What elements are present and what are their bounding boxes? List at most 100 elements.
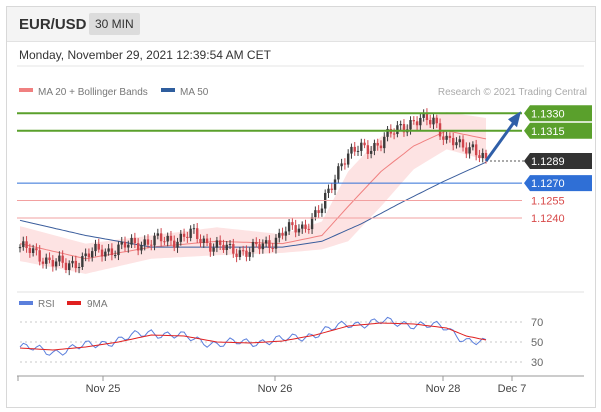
- level-tag-text: 1.1240: [531, 213, 565, 225]
- candle-body: [209, 243, 212, 252]
- candle-body: [120, 241, 123, 245]
- candle-body: [176, 241, 179, 248]
- candle-body: [28, 248, 32, 253]
- candle-body: [468, 147, 471, 154]
- candle-body: [238, 250, 242, 258]
- candle-body: [432, 117, 435, 125]
- level-tag-text: 1.1270: [531, 178, 565, 190]
- candle-body: [369, 150, 373, 154]
- ma9-legend-swatch: [67, 301, 81, 305]
- level-tag-bg: [524, 153, 592, 170]
- candle-body: [215, 240, 219, 248]
- time-tick-label: Nov 28: [426, 383, 461, 395]
- candle-body: [284, 231, 288, 236]
- candle-body: [271, 248, 274, 250]
- candle-body: [455, 142, 458, 146]
- candle-body: [481, 152, 484, 158]
- candle-body: [143, 239, 146, 246]
- candle-body: [474, 144, 478, 156]
- candle-body: [169, 235, 173, 241]
- candle-body: [18, 247, 22, 249]
- candle-body: [104, 251, 107, 257]
- candle-body: [478, 155, 481, 158]
- level-tag-1.1330: 1.1330: [524, 105, 592, 122]
- candle-body: [317, 210, 320, 213]
- rsi-tick-label: 50: [531, 337, 543, 349]
- candle-body: [291, 222, 294, 226]
- level-tag-text: 1.1330: [531, 108, 565, 120]
- level-tag-bg: [524, 122, 592, 139]
- candle-body: [425, 112, 429, 121]
- level-tag-text: 1.1315: [531, 126, 565, 138]
- candle-body: [163, 241, 166, 243]
- candle-body: [58, 255, 61, 262]
- candle-body: [327, 188, 330, 193]
- candle-body: [173, 240, 176, 248]
- candle-body: [307, 228, 310, 230]
- candle-body: [360, 142, 363, 151]
- candle-body: [310, 217, 314, 230]
- candle-body: [248, 252, 251, 257]
- candle-body: [376, 143, 379, 146]
- level-tag-text: 1.1289: [531, 156, 565, 168]
- candle-body: [301, 224, 304, 229]
- candle-body: [117, 244, 120, 256]
- candle-body: [107, 248, 110, 252]
- symbol-title: EUR/USD: [19, 16, 87, 33]
- candle-body: [255, 241, 258, 245]
- candle-body: [264, 240, 268, 244]
- candle-body: [202, 238, 205, 243]
- time-tick-label: Nov 26: [258, 383, 293, 395]
- candle-body: [182, 233, 186, 237]
- candle-body: [448, 135, 452, 138]
- forecast-arrow-shaft: [484, 121, 516, 162]
- candle-body: [402, 124, 406, 133]
- candle-body: [461, 139, 465, 148]
- level-tag-text: 1.1255: [531, 196, 565, 208]
- level-tag-bg: [524, 175, 592, 192]
- candle-body: [153, 235, 156, 246]
- candle-body: [113, 255, 117, 257]
- candle-body: [304, 224, 307, 229]
- candle-body: [25, 241, 28, 249]
- candle-body: [350, 146, 353, 154]
- candle-body: [84, 253, 87, 257]
- candle-body: [429, 120, 432, 125]
- candle-body: [218, 240, 222, 245]
- time-tick-label: Nov 25: [86, 383, 121, 395]
- candle-body: [409, 120, 412, 130]
- candle-body: [386, 128, 389, 137]
- time-tick-label: Dec 7: [498, 383, 527, 395]
- candle-body: [297, 228, 301, 233]
- candle-body: [94, 243, 97, 252]
- candle-body: [166, 235, 169, 242]
- candle-body: [465, 147, 468, 154]
- candle-body: [278, 232, 281, 238]
- ma20-legend-swatch: [19, 88, 33, 92]
- candle-body: [458, 139, 461, 143]
- candle-body: [189, 228, 192, 238]
- time-axis: Nov 25 Nov 26 Nov 28 Dec 7: [17, 375, 584, 395]
- candle-body: [212, 247, 215, 252]
- candle-body: [133, 237, 137, 244]
- candle-body: [422, 112, 425, 118]
- rsi-tick-label: 30: [531, 357, 543, 369]
- timeframe-badge[interactable]: 30 MIN: [89, 13, 140, 35]
- candle-body: [110, 248, 114, 256]
- copyright-label: Research © 2021 Trading Central: [438, 87, 587, 98]
- candle-body: [412, 120, 416, 122]
- candle-body: [77, 266, 81, 269]
- level-tag-bg: [524, 105, 592, 122]
- candle-body: [287, 222, 291, 232]
- candle-body: [251, 241, 255, 253]
- candle-body: [320, 208, 324, 213]
- candle-body: [87, 253, 91, 258]
- candle-body: [38, 250, 41, 262]
- candle-body: [127, 244, 130, 248]
- ma50-legend-label: MA 50: [180, 87, 209, 98]
- candle-body: [146, 239, 150, 245]
- candle-body: [396, 125, 399, 135]
- level-tag-1.1315: 1.1315: [524, 122, 592, 139]
- candle-body: [31, 248, 35, 253]
- candle-body: [379, 145, 383, 149]
